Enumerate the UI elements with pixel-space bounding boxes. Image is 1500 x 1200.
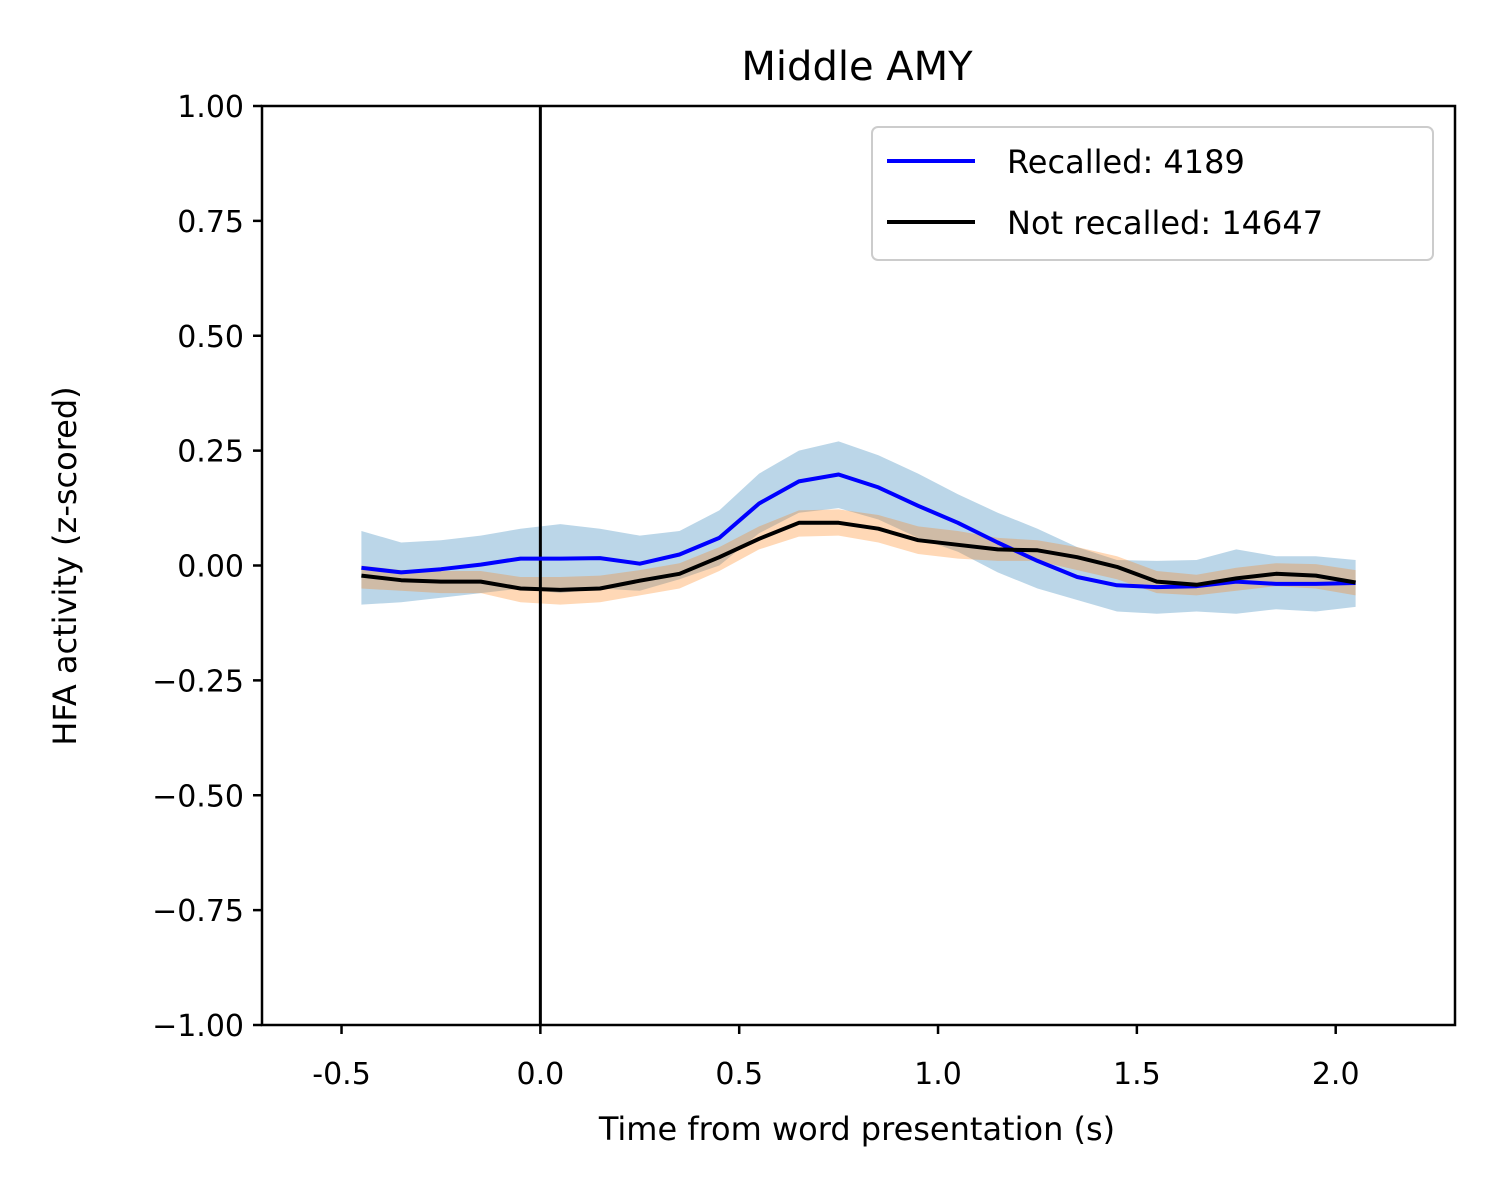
y-tick-label: −1.00 bbox=[152, 1009, 244, 1044]
series-line-recalled bbox=[361, 472, 1356, 590]
y-tick-label: −0.25 bbox=[152, 664, 244, 699]
x-tick-label: 2.0 bbox=[1312, 1057, 1360, 1092]
legend: Recalled: 4189 Not recalled: 14647 bbox=[871, 126, 1434, 261]
y-tick-label: −0.50 bbox=[152, 779, 244, 814]
legend-label-not-recalled: Not recalled: 14647 bbox=[1007, 204, 1323, 242]
series-lines bbox=[361, 472, 1356, 592]
confidence-band-not-recalled bbox=[361, 509, 1356, 605]
confidence-band-recalled bbox=[361, 441, 1356, 614]
x-tick-label: 1.5 bbox=[1113, 1057, 1161, 1092]
x-tick-label: 0.5 bbox=[715, 1057, 763, 1092]
y-tick-label: −0.75 bbox=[152, 894, 244, 929]
y-axis-label: HFA activity (z-scored) bbox=[46, 386, 84, 745]
y-tick-label: 1.00 bbox=[177, 90, 244, 125]
x-tick-label: 0.0 bbox=[517, 1057, 565, 1092]
x-tick-label: 1.0 bbox=[914, 1057, 962, 1092]
y-tick-label: 0.75 bbox=[177, 205, 244, 240]
legend-box bbox=[871, 126, 1434, 261]
y-tick-label: 0.50 bbox=[177, 320, 244, 355]
legend-label-recalled: Recalled: 4189 bbox=[1007, 143, 1245, 181]
x-axis-label: Time from word presentation (s) bbox=[598, 1110, 1115, 1148]
chart-title: Middle AMY bbox=[741, 44, 973, 90]
y-axis-ticks: 1.00 0.75 0.50 0.25 0.00 −0.25 −0.50 −0.75 −1.00 bbox=[152, 90, 262, 1044]
series-line-not-recalled bbox=[361, 520, 1356, 592]
y-tick-label: 0.25 bbox=[177, 435, 244, 470]
x-tick-label: -0.5 bbox=[312, 1057, 371, 1092]
y-tick-label: 0.00 bbox=[177, 550, 244, 585]
x-axis-ticks: -0.5 0.0 0.5 1.0 1.5 2.0 bbox=[312, 1025, 1360, 1092]
confidence-bands bbox=[361, 441, 1356, 614]
